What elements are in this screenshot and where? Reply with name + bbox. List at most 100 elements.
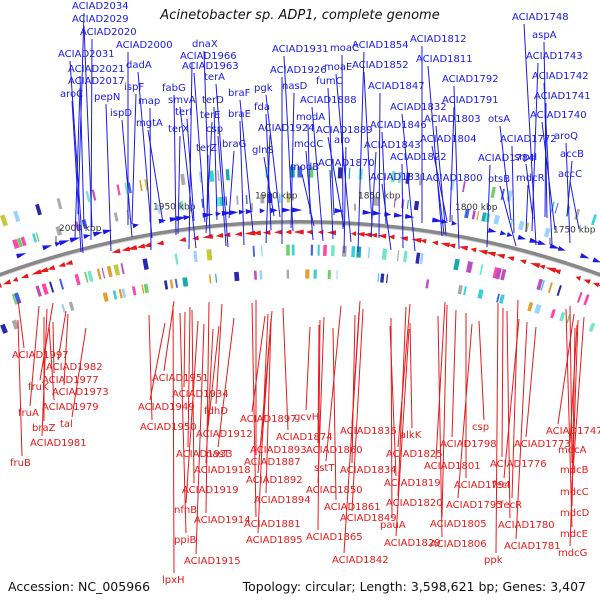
gene-leader-line (239, 120, 245, 246)
gene-label: ACIAD1819 (384, 478, 441, 489)
scale-tick-label: 1900 kbp (255, 191, 298, 201)
gene-leader-line (437, 184, 445, 235)
gene-label: ACIAD1865 (306, 532, 363, 543)
gene-label: ACIAD1981 (30, 438, 87, 449)
gene-label: fruK (28, 382, 49, 393)
gene-label: sstT (314, 463, 335, 474)
gene-label: fumC (316, 76, 343, 87)
gene-leader-line (571, 316, 585, 486)
gene-leader-line (90, 38, 93, 241)
gene-leader-line (48, 324, 55, 401)
gene-label: ACIAD1776 (490, 459, 547, 470)
gene-label: smvA (168, 95, 196, 106)
gene-leader-line (511, 145, 515, 234)
gene-label: ACIAD1834 (340, 465, 397, 476)
gene-label: ACIAD1743 (526, 51, 583, 62)
gene-label: ACIAD1931 (272, 44, 329, 55)
gene-leader-line (335, 73, 352, 243)
gene-label: moaC (330, 43, 359, 54)
gene-leader-line (177, 135, 181, 235)
gene-leader-line (217, 317, 235, 448)
gene-label: fda (254, 102, 270, 113)
gene-label: ACIAD1973 (52, 387, 109, 398)
gene-label: pauA (380, 520, 406, 531)
gene-leader-line (29, 305, 40, 407)
gene-leader-line (215, 83, 229, 248)
gene-label: mdcC (560, 487, 589, 498)
gene-leader-line (381, 183, 392, 251)
gene-label: csp (472, 422, 489, 433)
gene-label: ACIAD1803 (424, 114, 481, 125)
gene-label: ACIAD1791 (442, 95, 499, 106)
gene-label: terA (204, 72, 225, 83)
gene-leader-line (317, 324, 320, 444)
gene-leader-line (71, 100, 82, 253)
gene-label: fabG (162, 83, 186, 94)
gene-leader-line (427, 65, 443, 237)
gene-label: mdcE (560, 529, 588, 540)
gene-label: ACIAD1805 (430, 519, 487, 530)
gene-label: csp (206, 124, 223, 135)
gene-label: ACIAD1918 (194, 465, 251, 476)
gene-label: terI (175, 107, 192, 118)
gene-label: dadA (126, 60, 152, 71)
gene-label: ispF (124, 82, 144, 93)
gene-leader-line (137, 71, 153, 239)
gene-leader-line (569, 305, 573, 464)
gene-label: lpxH (162, 575, 185, 586)
gene-leader-line (17, 299, 25, 349)
gene-label: ACIAD1849 (340, 513, 397, 524)
gene-leader-line (317, 319, 321, 531)
gene-label: ACIAD2000 (116, 40, 173, 51)
gene-label: ACIAD1894 (254, 495, 311, 506)
gene-label: ACIAD1772 (500, 134, 557, 145)
gene-label: ACIAD1977 (42, 375, 99, 386)
gene-label: ACIAD1798 (440, 439, 497, 450)
gene-leader-line (185, 320, 199, 504)
scale-tick-label: 1800 kbp (455, 203, 498, 213)
map-title: Acinetobacter sp. ADP1, complete genome (160, 8, 440, 23)
gene-label: ACIAD1966 (180, 51, 237, 62)
gene-leader-line (370, 151, 377, 238)
gene-label: ACIAD1773 (514, 439, 571, 450)
gene-leader-line (131, 93, 137, 225)
gene-leader-line (79, 75, 85, 227)
gene-leader-line (149, 322, 166, 401)
gene-leader-line (179, 106, 197, 249)
gene-leader-line (63, 313, 69, 386)
gene-leader-line (173, 94, 177, 236)
gene-leader-line (525, 184, 529, 233)
gene-label: ACIAD2034 (72, 1, 129, 12)
gene-label: ACIAD1949 (138, 402, 195, 413)
gene-leader-line (265, 94, 281, 218)
gene-label: fruA (18, 408, 39, 419)
gene-label: ACIAD1784 (478, 153, 535, 164)
gene-leader-line (506, 310, 511, 519)
gene-leader-line (525, 326, 537, 438)
gene-leader-line (569, 319, 579, 547)
gene-leader-line (566, 160, 573, 217)
gene-label: ACIAD1951 (152, 373, 209, 384)
gene-leader-line (83, 25, 93, 228)
gene-label: ACIAD1997 (12, 350, 69, 361)
gene-leader-line (305, 326, 311, 411)
gene-leader-line (431, 145, 448, 222)
gene-leader-line (565, 142, 571, 244)
gene-leader-line (495, 302, 499, 554)
gene-leader-line (187, 306, 191, 448)
cog-track-outer (0, 166, 597, 227)
gene-leader-line (263, 156, 275, 217)
gene-label: ACIAD2021 (68, 64, 125, 75)
gene-label: ACIAD1792 (442, 74, 499, 85)
gene-label: modC (294, 139, 323, 150)
gene-label: ACIAD1950 (140, 422, 197, 433)
gene-label: mdcG (558, 548, 587, 559)
gene-leader-line (301, 173, 315, 227)
gene-leader-line (378, 92, 381, 239)
gene-label: ACIAD1836 (340, 426, 397, 437)
gene-leader-line (401, 163, 404, 249)
gene-leader-line (357, 51, 365, 253)
gene-leader-line (148, 314, 153, 421)
gene-leader-line (395, 328, 410, 537)
